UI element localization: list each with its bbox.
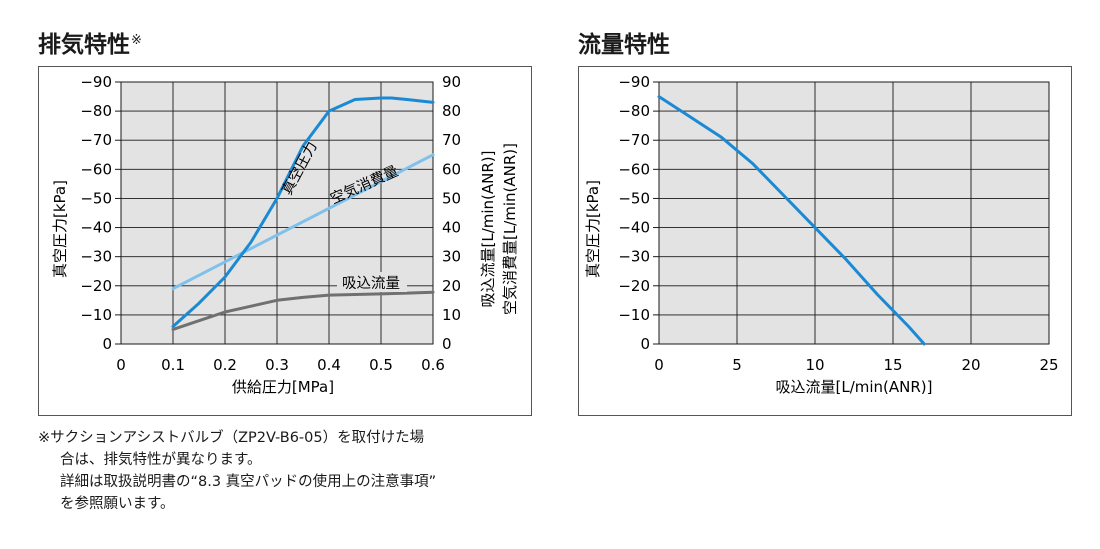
left-y-tick-label: −40 (80, 219, 112, 237)
left-y-tick-label: −10 (80, 306, 112, 324)
left-y2-tick-label: 20 (442, 277, 461, 295)
left-x-tick-label: 0.6 (421, 356, 445, 374)
label-suction-flow-bg (337, 272, 407, 292)
left-y-tick-label: −90 (80, 73, 112, 91)
left-chart-title: 排気特性※ (38, 32, 142, 58)
right-x-axis-title: 吸込流量[L/min(ANR)] (775, 378, 932, 396)
left-y2-tick-label: 0 (442, 335, 452, 353)
right-chart-title: 流量特性 (578, 32, 670, 58)
right-y-tick-label: −70 (618, 131, 650, 149)
left-x-tick-label: 0.4 (317, 356, 341, 374)
right-x-tick-label: 10 (805, 356, 824, 374)
left-y-tick-label: −80 (80, 102, 112, 120)
left-y2-tick-label: 30 (442, 248, 461, 266)
left-x-tick-label: 0.3 (265, 356, 289, 374)
left-y-axis-title: 真空圧力[kPa] (51, 180, 69, 278)
footnote-line-1: ※サクションアシストバルブ（ZP2V-B6-05）を取付けた場 (38, 430, 425, 446)
right-plot-area (658, 81, 1050, 345)
right-chart-y-axis-title: 真空圧力[kPa] (584, 180, 602, 278)
right-y-tick-label: −50 (618, 189, 650, 207)
left-y2-tick-label: 40 (442, 219, 461, 237)
footnote-line-3: 詳細は取扱説明書の“8.3 真空パッドの使用上の注意事項” (60, 474, 437, 490)
right-x-tick-label: 0 (654, 356, 664, 374)
left-x-tick-label: 0.5 (369, 356, 393, 374)
right-y-tick-label: −20 (618, 277, 650, 295)
left-x-tick-label: 0.1 (161, 356, 185, 374)
left-y-tick-label: −60 (80, 160, 112, 178)
right-y-tick-label: −80 (618, 102, 650, 120)
right-x-tick-label: 15 (883, 356, 902, 374)
footnote-line-4: を参照願います。 (60, 496, 175, 512)
left-y-tick-label: 0 (102, 335, 112, 353)
left-y2-tick-label: 50 (442, 189, 461, 207)
left-y2-tick-label: 80 (442, 102, 461, 120)
left-x-tick-label: 0.2 (213, 356, 237, 374)
left-y-tick-label: −70 (80, 131, 112, 149)
left-y2-tick-label: 90 (442, 73, 461, 91)
footnote-line-2: 合は、排気特性が異なります。 (60, 452, 262, 468)
right-y-tick-label: 0 (640, 335, 650, 353)
left-x-axis-title: 供給圧力[MPa] (232, 378, 334, 396)
footnote-mark: ※ (131, 33, 142, 48)
right-y-tick-label: −30 (618, 248, 650, 266)
label-suction-flow: 吸込流量 (342, 275, 400, 292)
series-suction-flow-line (171, 290, 435, 331)
right-y-tick-label: −90 (618, 73, 650, 91)
right-x-tick-label: 25 (1039, 356, 1058, 374)
right-y-tick-label: −40 (618, 219, 650, 237)
left-y-tick-label: −30 (80, 248, 112, 266)
right-y-tick-label: −60 (618, 160, 650, 178)
left-y-tick-label: −50 (80, 189, 112, 207)
right-y-tick-label: −10 (618, 306, 650, 324)
left-y2-tick-label: 70 (442, 131, 461, 149)
right-y-axis-title-1: 吸込流量[L/min(ANR)] (479, 150, 497, 307)
left-y-tick-label: −20 (80, 277, 112, 295)
series-air-consumption-line (171, 153, 435, 291)
series-flow-characteristic-line (657, 95, 926, 346)
left-x-tick-label: 0 (116, 356, 126, 374)
right-y-axis-title-2: 空気消費量[L/min(ANR)] (501, 143, 519, 315)
left-y2-tick-label: 10 (442, 306, 461, 324)
left-y2-tick-label: 60 (442, 160, 461, 178)
right-x-tick-label: 5 (732, 356, 742, 374)
footnote: ※サクションアシストバルブ（ZP2V-B6-05）を取付けた場 合は、排気特性が… (38, 427, 436, 515)
right-x-tick-label: 20 (961, 356, 980, 374)
series-vacuum-pressure-line (171, 96, 435, 328)
